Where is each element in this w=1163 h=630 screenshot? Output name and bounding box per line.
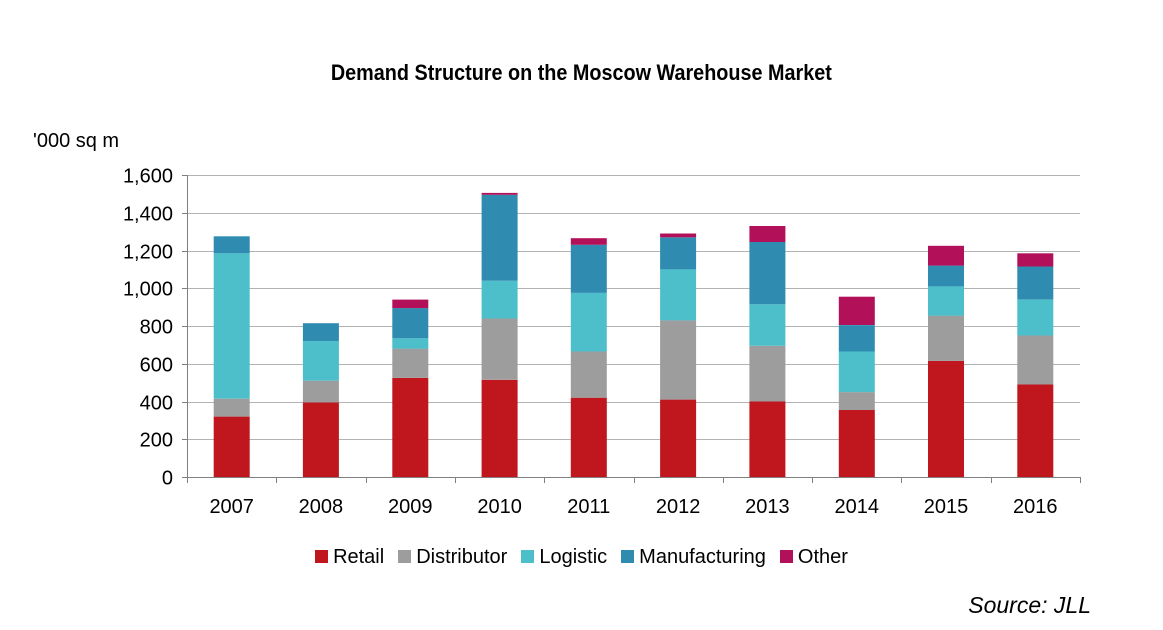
bar-segment-manufacturing-2007	[213, 236, 250, 254]
legend-item-other: Other	[779, 546, 848, 569]
bar-segment-other-2010	[481, 192, 518, 195]
bar-segment-manufacturing-2015	[928, 265, 964, 287]
bar-segment-retail-2008	[302, 402, 339, 477]
bar-segment-other-2012	[660, 233, 697, 238]
x-tick-label: 2010	[477, 496, 522, 518]
chart-legend: Retail Distributor Logistic Manufacturing Ot…	[0, 546, 1163, 569]
legend-swatch-logistic	[521, 550, 535, 563]
bar-segment-manufacturing-2014	[838, 325, 875, 352]
x-tick-label: 2009	[388, 496, 433, 518]
bar-segment-other-2009	[392, 299, 429, 309]
bar-segment-manufacturing-2009	[392, 308, 429, 339]
bar-segment-logistic-2013	[749, 304, 786, 346]
bar-segment-retail-2010	[481, 379, 518, 477]
y-tick-label: 200	[140, 430, 173, 452]
bar-segment-distributor-2016	[1017, 335, 1054, 385]
bar-segment-logistic-2011	[570, 293, 607, 352]
y-tick-label: 400	[140, 393, 173, 415]
legend-swatch-retail	[315, 550, 329, 563]
bar-segment-logistic-2012	[660, 269, 697, 321]
bar-segment-logistic-2008	[302, 341, 339, 381]
bar-segment-retail-2007	[213, 416, 250, 477]
y-tick-label: 800	[140, 317, 173, 339]
bar-segment-distributor-2009	[392, 348, 429, 378]
legend-label-other: Other	[797, 546, 848, 568]
bar-segment-logistic-2007	[213, 253, 250, 399]
bar-segment-retail-2012	[660, 399, 697, 477]
bar-segment-other-2013	[749, 226, 786, 242]
legend-item-distributor: Distributor	[398, 546, 507, 569]
bar-segment-retail-2009	[392, 377, 429, 477]
y-tick-label: 1,600	[123, 166, 173, 188]
legend-swatch-distributor	[398, 550, 412, 563]
bar-segment-other-2014	[838, 296, 875, 325]
x-tick-label: 2012	[656, 496, 701, 518]
bar-segment-manufacturing-2016	[1017, 266, 1054, 300]
x-tick-label: 2011	[567, 496, 610, 518]
bar-segment-logistic-2009	[392, 338, 429, 349]
legend-item-logistic: Logistic	[521, 546, 607, 569]
bar-segment-logistic-2014	[838, 351, 875, 393]
bar-segment-retail-2013	[749, 401, 786, 477]
bar-segment-manufacturing-2008	[302, 323, 339, 342]
bar-segment-other-2015	[928, 245, 964, 266]
legend-label-retail: Retail	[333, 546, 385, 568]
legend-item-retail: Retail	[315, 546, 384, 569]
bar-segment-retail-2014	[838, 410, 875, 477]
chart-title: Demand Structure on the Moscow Warehouse…	[330, 60, 832, 85]
y-tick-label: 1,000	[123, 279, 173, 301]
legend-label-manufacturing: Manufacturing	[639, 546, 766, 568]
bar-segment-distributor-2013	[749, 345, 786, 402]
bar-segment-retail-2011	[570, 397, 607, 477]
x-tick-label: 2007	[209, 496, 254, 518]
y-tick-label: 600	[140, 355, 173, 377]
y-axis-unit-label: '000 sq m	[33, 130, 120, 152]
bar-segment-retail-2016	[1017, 384, 1054, 477]
x-tick-label: 2016	[1013, 496, 1058, 518]
bar-segment-manufacturing-2010	[481, 194, 518, 281]
bar-segment-distributor-2011	[570, 351, 607, 398]
bar-segment-logistic-2015	[928, 286, 964, 316]
bar-segment-distributor-2012	[660, 320, 697, 400]
x-tick-label: 2014	[835, 496, 880, 518]
bar-segment-other-2011	[570, 238, 607, 245]
y-tick-label: 0	[162, 468, 173, 490]
x-tick-label: 2013	[745, 496, 790, 518]
x-tick-label: 2015	[924, 496, 969, 518]
bar-segment-manufacturing-2013	[749, 242, 786, 305]
bar-segment-logistic-2010	[481, 280, 518, 319]
bar-segment-distributor-2007	[213, 398, 250, 417]
legend-item-manufacturing: Manufacturing	[621, 546, 766, 569]
bar-segment-distributor-2008	[302, 380, 339, 403]
y-tick-label: 1,200	[123, 242, 173, 264]
bar-segment-other-2016	[1017, 253, 1054, 267]
bar-segment-distributor-2014	[838, 392, 875, 410]
legend-label-logistic: Logistic	[539, 546, 608, 568]
bar-segment-distributor-2010	[481, 318, 518, 380]
bar-segment-logistic-2016	[1017, 299, 1054, 336]
legend-swatch-other	[779, 550, 793, 563]
bar-segment-manufacturing-2012	[660, 237, 697, 270]
legend-swatch-manufacturing	[621, 550, 635, 563]
legend-label-distributor: Distributor	[416, 546, 508, 568]
source-label: Source: JLL	[968, 592, 1091, 618]
bar-segment-distributor-2015	[928, 315, 964, 361]
bar-segment-retail-2015	[928, 360, 964, 477]
x-tick-label: 2008	[299, 496, 344, 518]
y-tick-label: 1,400	[123, 204, 173, 226]
bar-segment-manufacturing-2011	[570, 244, 607, 293]
